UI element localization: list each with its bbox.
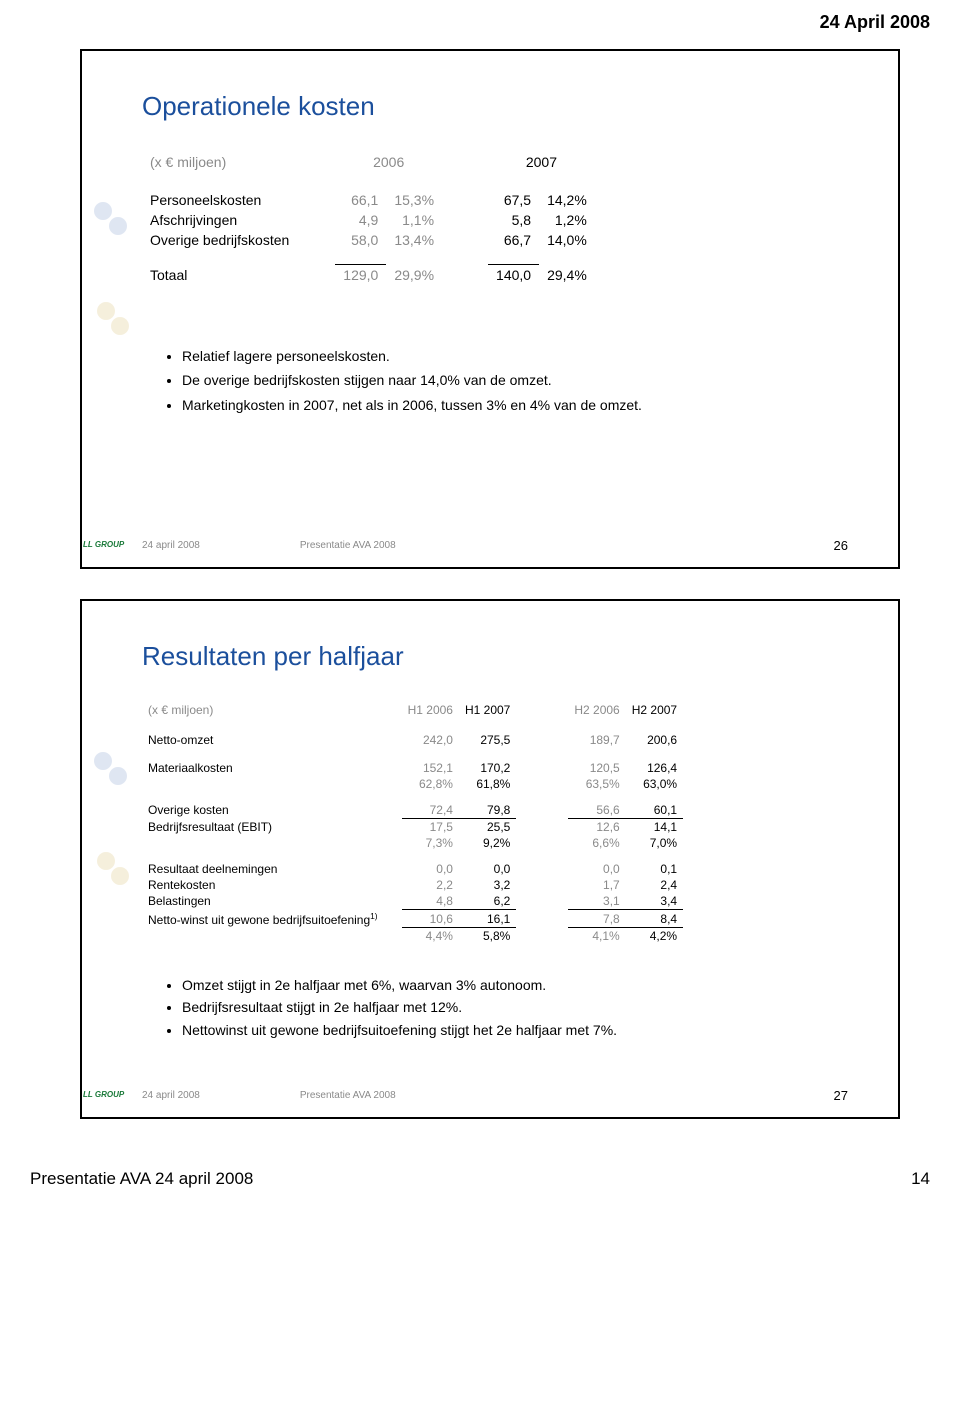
slide-footer: 24 april 2008 Presentatie AVA 2008 26 bbox=[142, 538, 848, 553]
table-row: Bedrijfsresultaat (EBIT) 17,5 25,5 12,6 … bbox=[142, 819, 683, 836]
company-logo: LL GROUP bbox=[79, 1081, 133, 1109]
table-row: 4,4% 5,8% 4,1% 4,2% bbox=[142, 928, 683, 945]
footer-title: Presentatie AVA 2008 bbox=[300, 540, 396, 551]
table-total-row: Totaal 129,0 29,9% 140,0 29,4% bbox=[142, 265, 595, 286]
slide-title: Operationele kosten bbox=[142, 91, 848, 122]
table-row: Overige kosten 72,4 79,8 56,6 60,1 bbox=[142, 802, 683, 819]
table-unit: (x € miljoen) bbox=[142, 702, 402, 718]
slide-page-number: 26 bbox=[834, 538, 848, 553]
col-2007: 2007 bbox=[488, 152, 595, 172]
page-footer-right: 14 bbox=[911, 1169, 930, 1189]
company-logo: LL GROUP bbox=[79, 531, 133, 559]
bullet-item: Relatief lagere personeelskosten. bbox=[182, 345, 848, 367]
col-h1-2007: H1 2007 bbox=[459, 702, 516, 718]
slide-title: Resultaten per halfjaar bbox=[142, 641, 848, 672]
table-row: Netto-winst uit gewone bedrijfsuitoefeni… bbox=[142, 910, 683, 928]
bullet-item: Nettowinst uit gewone bedrijfsuitoefenin… bbox=[182, 1019, 848, 1041]
col-2006: 2006 bbox=[335, 152, 442, 172]
table-row: 7,3% 9,2% 6,6% 7,0% bbox=[142, 835, 683, 851]
cyclist-watermark bbox=[88, 721, 134, 921]
bullet-item: Marketingkosten in 2007, net als in 2006… bbox=[182, 394, 848, 416]
table-row: 62,8% 61,8% 63,5% 63,0% bbox=[142, 776, 683, 792]
col-h2-2007: H2 2007 bbox=[626, 702, 683, 718]
col-h2-2006: H2 2006 bbox=[568, 702, 625, 718]
table-row: Resultaat deelnemingen 0,0 0,0 0,0 0,1 bbox=[142, 861, 683, 877]
bullet-item: De overige bedrijfskosten stijgen naar 1… bbox=[182, 369, 848, 391]
slide-footer: 24 april 2008 Presentatie AVA 2008 27 bbox=[142, 1088, 848, 1103]
table-row: Personeelskosten 66,1 15,3% 67,5 14,2% bbox=[142, 190, 595, 210]
costs-table: (x € miljoen) 2006 2007 Personeelskosten… bbox=[142, 152, 595, 285]
bullet-item: Bedrijfsresultaat stijgt in 2e halfjaar … bbox=[182, 996, 848, 1018]
page-header-date: 24 April 2008 bbox=[0, 0, 960, 37]
col-h1-2006: H1 2006 bbox=[402, 702, 459, 718]
table-row: Overige bedrijfskosten 58,0 13,4% 66,7 1… bbox=[142, 230, 595, 250]
footer-date: 24 april 2008 bbox=[142, 1090, 200, 1101]
slide-resultaten-per-halfjaar: Resultaten per halfjaar (x € miljoen) H1… bbox=[80, 599, 900, 1119]
footer-date: 24 april 2008 bbox=[142, 540, 200, 551]
slide-bullets: Omzet stijgt in 2e halfjaar met 6%, waar… bbox=[142, 974, 848, 1041]
halfyear-table: (x € miljoen) H1 2006 H1 2007 H2 2006 H2… bbox=[142, 702, 683, 944]
netto-winst-label: Netto-winst uit gewone bedrijfsuitoefeni… bbox=[142, 910, 402, 928]
table-row: Belastingen 4,8 6,2 3,1 3,4 bbox=[142, 893, 683, 910]
slide-bullets: Relatief lagere personeelskosten. De ove… bbox=[142, 345, 848, 416]
slide-operationele-kosten: Operationele kosten (x € miljoen) 2006 2… bbox=[80, 49, 900, 569]
page-footer-left: Presentatie AVA 24 april 2008 bbox=[30, 1169, 253, 1189]
table-row: Netto-omzet 242,0 275,5 189,7 200,6 bbox=[142, 732, 683, 748]
table-row: Rentekosten 2,2 3,2 1,7 2,4 bbox=[142, 877, 683, 893]
table-unit: (x € miljoen) bbox=[142, 152, 319, 172]
page-footer: Presentatie AVA 24 april 2008 14 bbox=[0, 1149, 960, 1207]
cyclist-watermark bbox=[88, 171, 134, 371]
footer-title: Presentatie AVA 2008 bbox=[300, 1090, 396, 1101]
table-row: Materiaalkosten 152,1 170,2 120,5 126,4 bbox=[142, 760, 683, 776]
table-row: Afschrijvingen 4,9 1,1% 5,8 1,2% bbox=[142, 210, 595, 230]
slide-page-number: 27 bbox=[834, 1088, 848, 1103]
bullet-item: Omzet stijgt in 2e halfjaar met 6%, waar… bbox=[182, 974, 848, 996]
